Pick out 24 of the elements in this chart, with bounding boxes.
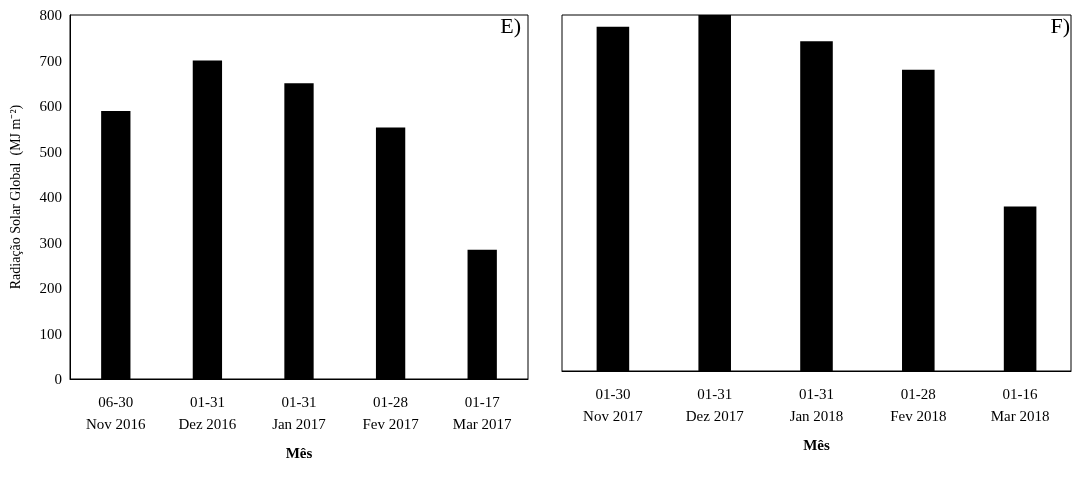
y-tick-label: 100 bbox=[39, 325, 62, 342]
x-tick-label: 01-28 Fev 2018 bbox=[890, 386, 947, 424]
y-tick-label: 300 bbox=[39, 234, 62, 251]
x-tick-label: 06-30 Nov 2016 bbox=[86, 394, 147, 432]
x-axis-title: Mês bbox=[803, 436, 830, 453]
y-tick-label: 200 bbox=[39, 280, 62, 296]
x-tick-label: 01-31 Jan 2017 bbox=[272, 394, 327, 432]
annotation: E) bbox=[500, 12, 521, 38]
y-axis-title: Radiação Solar Global (MJ m⁻²) bbox=[7, 104, 24, 290]
x-tick-label: 01-17 Mar 2017 bbox=[452, 394, 513, 432]
y-tick-label: 500 bbox=[39, 143, 62, 160]
y-tick-label: 800 bbox=[39, 7, 62, 23]
x-tick-label: 01-16 Mar 2018 bbox=[990, 386, 1050, 424]
x-axis-title: Mês bbox=[285, 444, 313, 461]
y-tick-label: 400 bbox=[39, 189, 62, 205]
x-tick-label: 01-31 Jan 2018 bbox=[789, 386, 844, 424]
x-tick-label: 01-31 Dez 2016 bbox=[178, 394, 237, 432]
x-tick-label: 01-31 Dez 2017 bbox=[685, 386, 745, 424]
y-tick-label: 700 bbox=[39, 52, 62, 69]
annotation: F) bbox=[1050, 12, 1070, 38]
y-tick-label: 0 bbox=[54, 371, 62, 387]
x-tick-label: 01-28 Fev 2017 bbox=[362, 394, 420, 432]
y-tick-label: 600 bbox=[39, 98, 62, 114]
x-tick-label: 01-30 Nov 2017 bbox=[583, 386, 644, 424]
